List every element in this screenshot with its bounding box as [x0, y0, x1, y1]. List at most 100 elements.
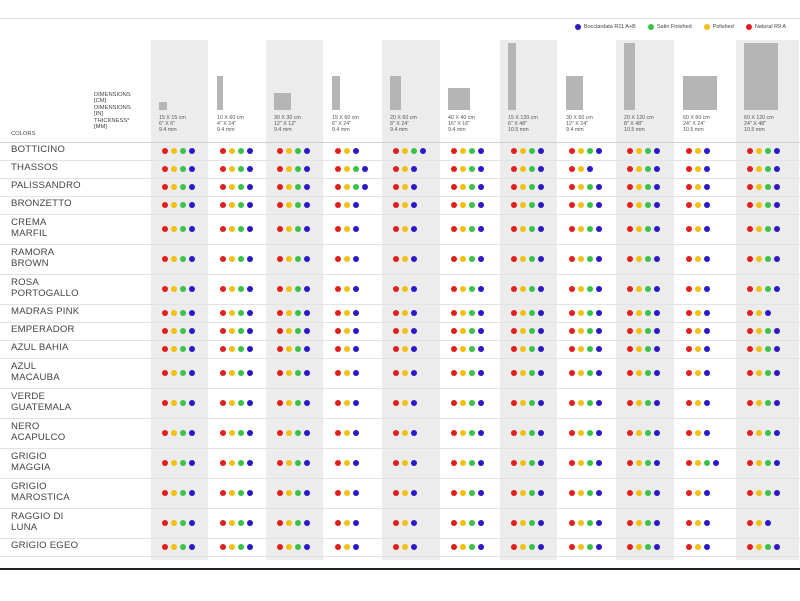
natural-dot-icon [569, 460, 575, 466]
finish-cell [220, 166, 253, 172]
bocciardata-dot-icon [596, 370, 602, 376]
bocciardata-dot-icon [304, 430, 310, 436]
natural-dot-icon [220, 460, 226, 466]
natural-dot-icon [162, 328, 168, 334]
satin-dot-icon [180, 430, 186, 436]
bocciardata-dot-icon [654, 310, 660, 316]
natural-dot-icon [162, 490, 168, 496]
polished-dot-icon [578, 490, 584, 496]
column-header: 60 X 120 cm 24" X 48" 10.5 mm [744, 115, 774, 134]
finish-cell [747, 256, 780, 262]
legend-label: Natural R9 A [754, 24, 786, 30]
satin-dot-icon [529, 346, 535, 352]
bocciardata-dot-icon [478, 184, 484, 190]
polished-dot-icon [460, 256, 466, 262]
bocciardata-dot-icon [247, 226, 253, 232]
satin-dot-icon [645, 544, 651, 550]
polished-dot-icon [402, 226, 408, 232]
natural-dot-icon [686, 400, 692, 406]
polished-dot-icon [460, 460, 466, 466]
satin-dot-icon [180, 184, 186, 190]
satin-dot-icon [180, 310, 186, 316]
natural-dot-icon [747, 400, 753, 406]
natural-dot-icon [451, 544, 457, 550]
finish-cell [335, 286, 359, 292]
bocciardata-dot-icon [704, 400, 710, 406]
natural-dot-icon [686, 430, 692, 436]
finish-cell [162, 370, 195, 376]
finish-cell [451, 184, 484, 190]
finish-cell [277, 166, 310, 172]
column-band [151, 40, 208, 560]
natural-dot-icon [627, 148, 633, 154]
bocciardata-dot-icon [538, 400, 544, 406]
satin-dot-icon [469, 430, 475, 436]
finish-cell [162, 202, 195, 208]
bocciardata-dot-icon [411, 286, 417, 292]
polished-dot-icon [460, 226, 466, 232]
finish-cell [393, 346, 417, 352]
bocciardata-dot-icon [774, 400, 780, 406]
polished-dot-icon [344, 256, 350, 262]
bocciardata-dot-icon [478, 328, 484, 334]
bocciardata-dot-icon [704, 490, 710, 496]
finish-cell [451, 400, 484, 406]
finish-cell [747, 286, 780, 292]
satin-dot-icon [469, 328, 475, 334]
natural-dot-icon [511, 310, 517, 316]
finish-cell [747, 328, 780, 334]
bocciardata-dot-icon [765, 520, 771, 526]
bocciardata-dot-icon [654, 286, 660, 292]
polished-dot-icon [229, 460, 235, 466]
bocciardata-dot-icon [704, 202, 710, 208]
polished-dot-icon [520, 226, 526, 232]
bocciardata-dot-icon [654, 202, 660, 208]
color-name: EMPERADOR [11, 324, 75, 335]
bocciardata-dot-icon [704, 310, 710, 316]
finish-cell [393, 226, 417, 232]
color-name: MADRAS PINK [11, 306, 79, 317]
natural-dot-icon [393, 328, 399, 334]
natural-dot-icon [686, 256, 692, 262]
polished-dot-icon [286, 370, 292, 376]
finish-cell [277, 346, 310, 352]
natural-dot-icon [335, 346, 341, 352]
bocciardata-dot-icon [353, 226, 359, 232]
finish-cell [569, 256, 602, 262]
satin-dot-icon [529, 184, 535, 190]
size-tile-icon [508, 43, 516, 110]
natural-dot-icon [451, 460, 457, 466]
natural-dot-icon [627, 286, 633, 292]
finish-cell [162, 310, 195, 316]
bocciardata-dot-icon [189, 430, 195, 436]
finish-cell [335, 544, 359, 550]
polished-dot-icon [286, 490, 292, 496]
natural-dot-icon [162, 400, 168, 406]
natural-dot-icon [747, 544, 753, 550]
natural-dot-icon [335, 520, 341, 526]
finish-cell [451, 520, 484, 526]
polished-dot-icon [695, 520, 701, 526]
natural-dot-icon [747, 286, 753, 292]
column-header-inch: 6" X 6" [159, 121, 176, 128]
satin-dot-icon [411, 148, 417, 154]
satin-dot-icon [765, 370, 771, 376]
finish-cell [220, 328, 253, 334]
bocciardata-dot-icon [538, 370, 544, 376]
satin-dot-icon [180, 460, 186, 466]
natural-dot-icon [511, 286, 517, 292]
finish-cell [747, 202, 780, 208]
bocciardata-dot-icon [478, 520, 484, 526]
bocciardata-dot-icon [478, 430, 484, 436]
polished-dot-icon [402, 346, 408, 352]
polished-dot-icon [171, 226, 177, 232]
column-header-inch: 12" X 24" [566, 121, 589, 128]
polished-dot-icon [286, 310, 292, 316]
table-row: RAMORA BROWN [0, 245, 800, 275]
satin-dot-icon [529, 256, 535, 262]
satin-dot-icon [180, 370, 186, 376]
satin-dot-icon [238, 166, 244, 172]
satin-dot-icon [180, 490, 186, 496]
polished-dot-icon [636, 430, 642, 436]
polished-dot-icon [578, 310, 584, 316]
